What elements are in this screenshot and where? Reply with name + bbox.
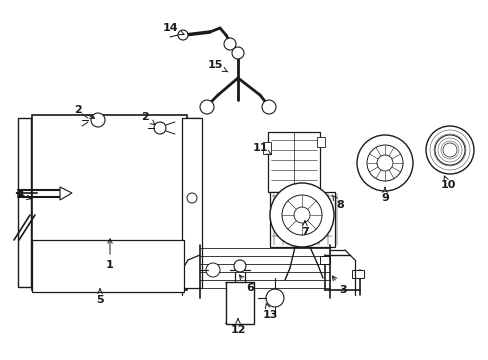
Circle shape <box>265 289 284 307</box>
Text: 3: 3 <box>332 276 346 295</box>
Bar <box>225 282 253 324</box>
Text: 9: 9 <box>380 188 388 203</box>
Bar <box>269 192 334 247</box>
Text: 2: 2 <box>141 112 155 125</box>
Text: 14: 14 <box>162 23 183 35</box>
Text: 7: 7 <box>301 221 308 237</box>
Bar <box>267 132 319 192</box>
Text: 4: 4 <box>16 190 31 200</box>
Circle shape <box>282 195 321 235</box>
Circle shape <box>154 122 165 134</box>
Circle shape <box>262 100 275 114</box>
Circle shape <box>205 263 220 277</box>
Circle shape <box>425 126 473 174</box>
Circle shape <box>366 145 402 181</box>
Bar <box>316 137 325 147</box>
Circle shape <box>186 193 197 203</box>
Circle shape <box>434 135 464 165</box>
Bar <box>182 118 202 288</box>
Circle shape <box>231 47 244 59</box>
Bar <box>183 118 200 287</box>
Circle shape <box>269 183 333 247</box>
Circle shape <box>178 30 187 40</box>
Text: 15: 15 <box>207 60 227 72</box>
Text: 10: 10 <box>439 176 455 190</box>
Text: 1: 1 <box>106 239 114 270</box>
Polygon shape <box>60 187 72 200</box>
Text: 6: 6 <box>239 275 253 293</box>
Circle shape <box>224 38 236 50</box>
Text: 12: 12 <box>230 319 245 335</box>
Text: 13: 13 <box>262 303 277 320</box>
Text: 2: 2 <box>74 105 94 118</box>
Circle shape <box>293 207 309 223</box>
Bar <box>32 115 186 290</box>
Text: 8: 8 <box>331 195 343 210</box>
Circle shape <box>91 113 105 127</box>
Circle shape <box>200 100 214 114</box>
Bar <box>18 118 31 287</box>
Text: 5: 5 <box>96 289 103 305</box>
Bar <box>263 142 270 154</box>
Bar <box>351 270 363 278</box>
Circle shape <box>356 135 412 191</box>
Bar <box>319 256 329 264</box>
Circle shape <box>376 155 392 171</box>
Circle shape <box>442 143 456 157</box>
Circle shape <box>234 260 245 272</box>
Bar <box>32 240 183 292</box>
Text: 11: 11 <box>252 143 270 154</box>
